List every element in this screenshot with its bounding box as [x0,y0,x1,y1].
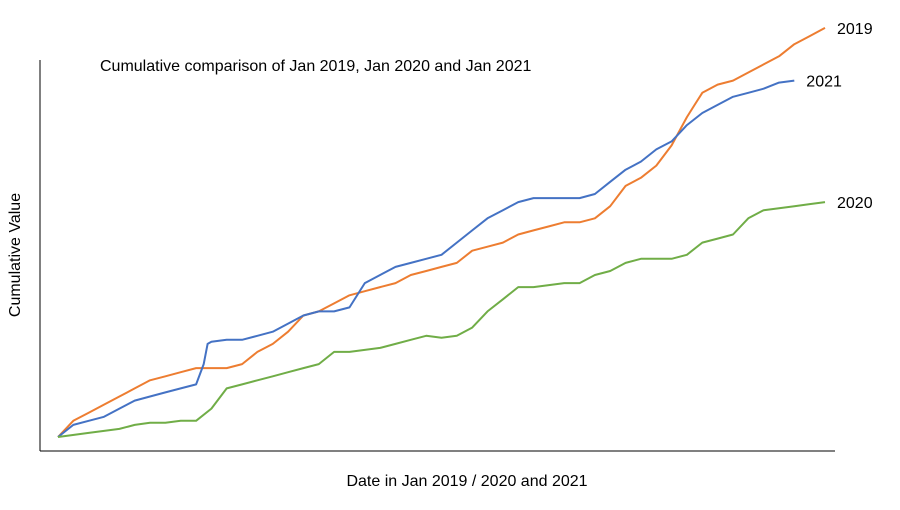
series-label-layer: 2019 2021 2020 [806,21,872,212]
series-label-2020: 2020 [837,195,873,212]
series-line-2021 [57,79,795,438]
x-axis-label: Date in Jan 2019 / 2020 and 2021 [346,473,587,490]
series-label-2019: 2019 [837,21,873,38]
series-line-2020 [57,201,826,438]
chart-title: Cumulative comparison of Jan 2019, Jan 2… [100,58,532,75]
y-axis-label: Cumulative Value [7,193,24,317]
series-layer [57,27,826,438]
series-label-2021: 2021 [806,74,842,91]
series-line-2019 [57,27,826,438]
